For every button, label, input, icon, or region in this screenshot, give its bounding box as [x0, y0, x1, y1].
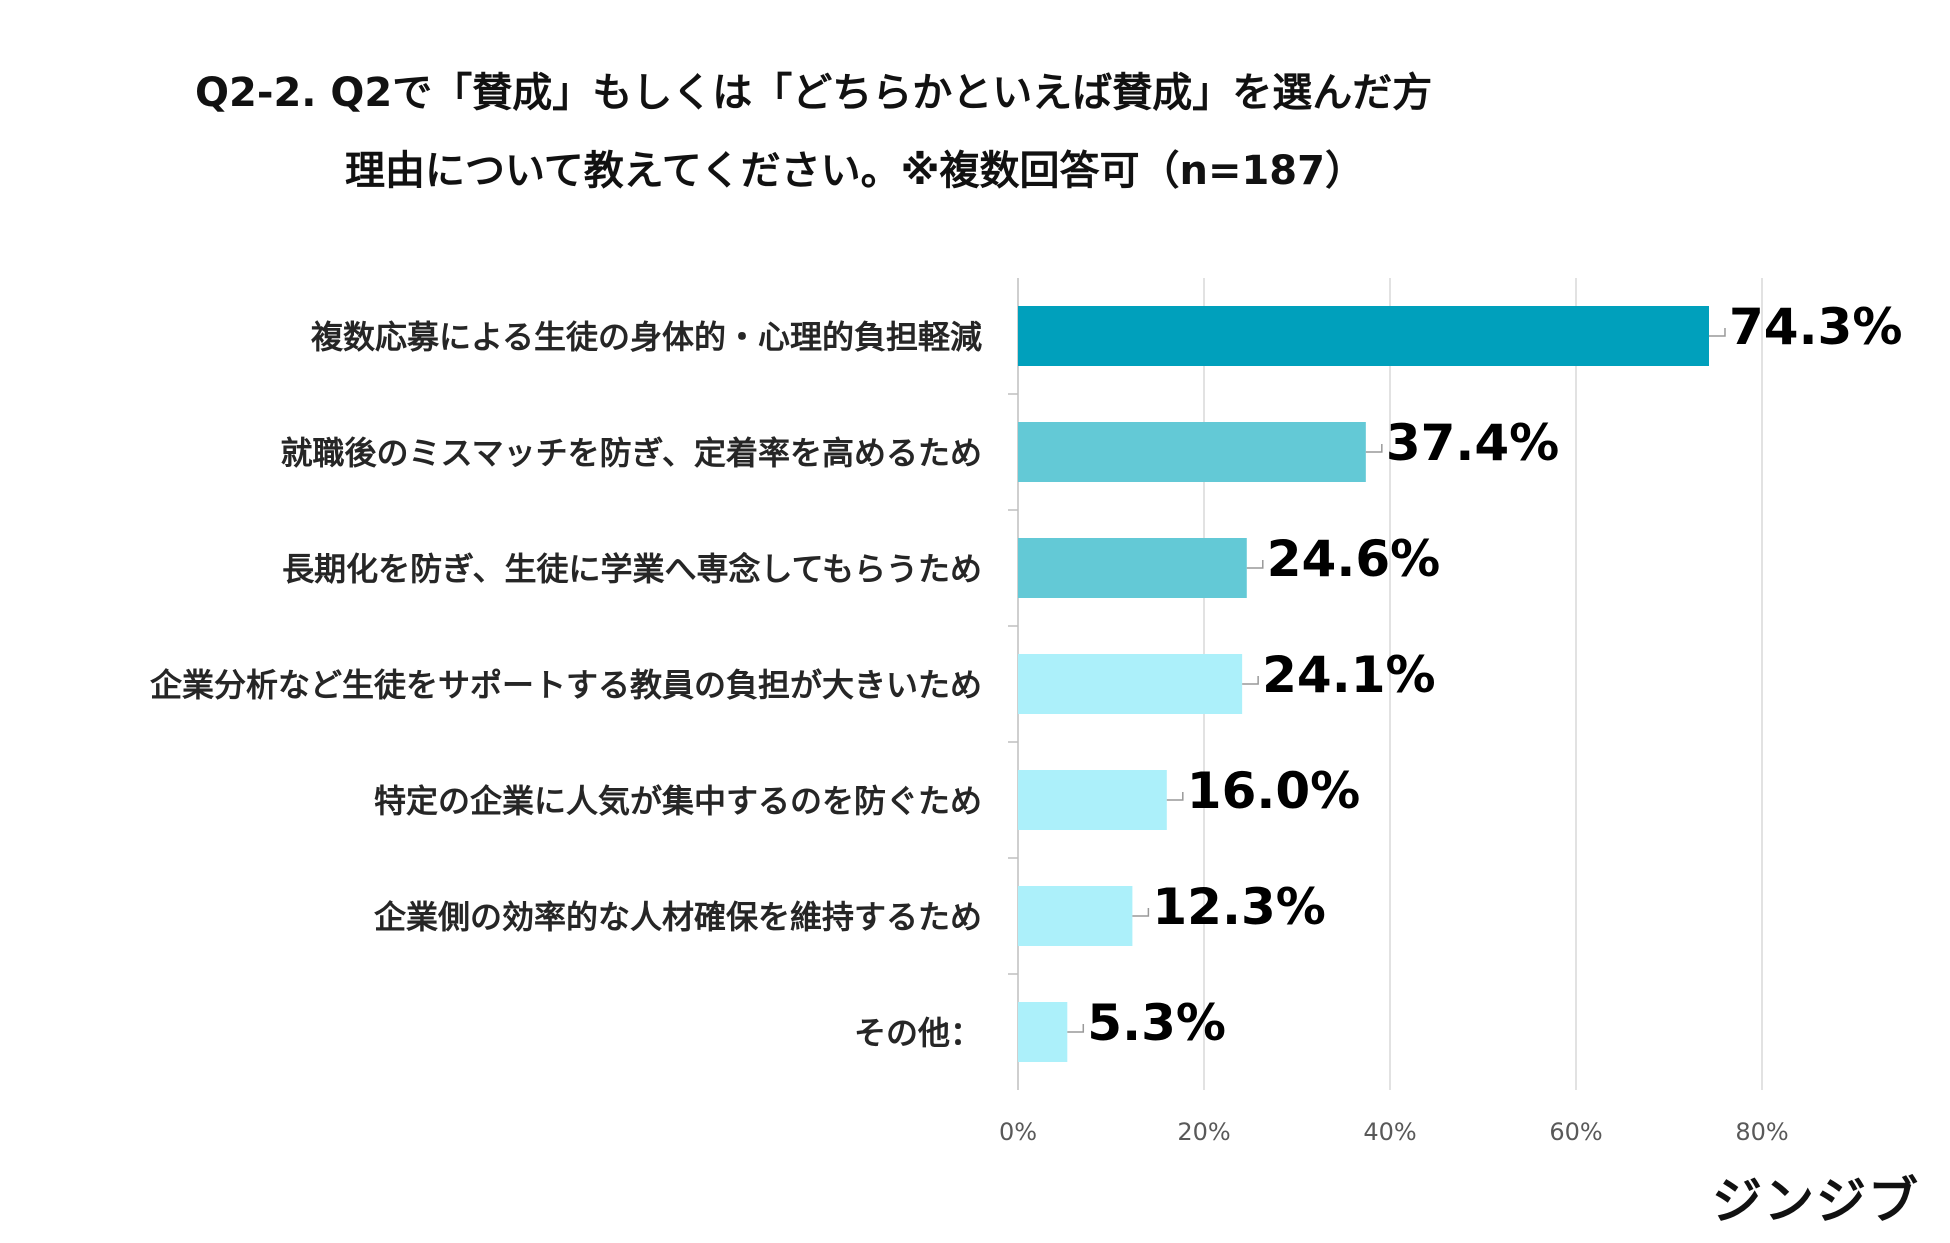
category-label: 長期化を防ぎ、生徒に学業へ専念してもらうため — [282, 550, 982, 588]
data-label: 24.6% — [1267, 530, 1440, 588]
x-tick-label: 20% — [1177, 1118, 1230, 1146]
category-label: 複数応募による生徒の身体的・心理的負担軽減 — [311, 318, 982, 356]
category-label: 企業側の効率的な人材確保を維持するため — [374, 898, 982, 936]
chart-title-line2: 理由について教えてください。※複数回答可（n=187） — [345, 148, 1365, 194]
leader-line — [1365, 444, 1383, 453]
leader-line — [1067, 1024, 1085, 1033]
category-label: その他： — [854, 1014, 982, 1052]
data-label: 12.3% — [1152, 878, 1325, 936]
x-tick-label: 0% — [999, 1118, 1037, 1146]
data-label: 5.3% — [1087, 994, 1226, 1052]
x-tick-label: 80% — [1735, 1118, 1788, 1146]
bar — [1018, 538, 1247, 598]
bar — [1018, 770, 1167, 830]
bar — [1018, 306, 1709, 366]
leader-line — [1708, 328, 1726, 337]
leader-line — [1132, 908, 1150, 917]
category-label: 就職後のミスマッチを防ぎ、定着率を高めるため — [281, 434, 982, 472]
bar — [1018, 422, 1366, 482]
bar — [1018, 886, 1133, 946]
category-label: 特定の企業に人気が集中するのを防ぐため — [374, 782, 982, 820]
brand-logo: ジンジブ — [1712, 1172, 1920, 1230]
category-label: 企業分析など生徒をサポートする教員の負担が大きいため — [150, 666, 982, 704]
chart-title-line1: Q2-2. Q2で「賛成」もしくは「どちらかといえば賛成」を選んだ方 — [195, 70, 1433, 116]
data-label: 74.3% — [1729, 298, 1902, 356]
leader-line — [1246, 560, 1264, 569]
data-label: 37.4% — [1386, 414, 1559, 472]
leader-line — [1166, 792, 1184, 801]
leader-line — [1242, 676, 1259, 685]
bar — [1018, 654, 1243, 714]
bar — [1018, 1002, 1068, 1062]
data-label: 16.0% — [1187, 762, 1360, 820]
data-label: 24.1% — [1262, 646, 1435, 704]
x-tick-label: 60% — [1549, 1118, 1602, 1146]
x-tick-label: 40% — [1363, 1118, 1416, 1146]
